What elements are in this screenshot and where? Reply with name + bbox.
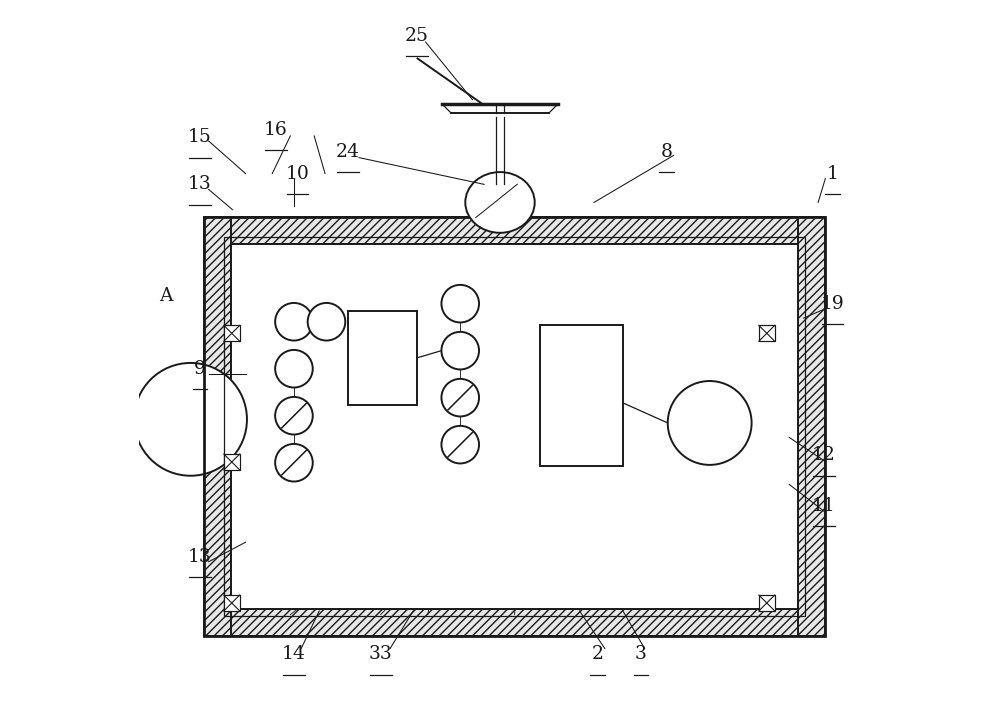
Bar — [204, 217, 231, 636]
Text: 2: 2 — [592, 646, 604, 663]
Bar — [759, 325, 775, 341]
Bar — [759, 595, 775, 611]
Bar — [231, 244, 798, 609]
Text: 13: 13 — [188, 548, 212, 565]
Text: 10: 10 — [286, 165, 309, 182]
Text: 13: 13 — [188, 176, 212, 193]
Circle shape — [441, 426, 479, 463]
Circle shape — [668, 381, 752, 465]
Circle shape — [441, 285, 479, 322]
Bar — [759, 325, 775, 341]
Bar — [224, 325, 240, 341]
Text: A: A — [159, 288, 173, 305]
Bar — [224, 454, 240, 470]
Text: 11: 11 — [812, 497, 836, 515]
Text: 14: 14 — [282, 646, 306, 663]
Ellipse shape — [465, 172, 535, 233]
Bar — [540, 325, 623, 466]
Text: 12: 12 — [812, 447, 836, 464]
Text: 8: 8 — [660, 143, 672, 161]
Bar — [224, 595, 240, 611]
Bar — [224, 237, 805, 616]
Bar — [348, 311, 417, 405]
Circle shape — [275, 350, 313, 388]
Bar — [224, 325, 240, 341]
Bar — [204, 217, 825, 244]
Circle shape — [275, 397, 313, 435]
Text: 33: 33 — [369, 646, 393, 663]
Circle shape — [275, 444, 313, 482]
Bar — [224, 595, 240, 611]
Bar — [204, 217, 825, 636]
Text: 24: 24 — [336, 143, 360, 161]
Circle shape — [308, 303, 345, 341]
Text: 16: 16 — [264, 121, 288, 139]
Text: 15: 15 — [188, 129, 212, 146]
Circle shape — [441, 332, 479, 369]
Bar — [224, 454, 240, 470]
Bar — [798, 217, 825, 636]
Text: 3: 3 — [635, 646, 647, 663]
Text: 25: 25 — [405, 27, 429, 45]
Text: 9: 9 — [194, 360, 206, 377]
Circle shape — [275, 303, 313, 341]
Bar — [204, 609, 825, 636]
Bar — [759, 595, 775, 611]
Text: 1: 1 — [827, 165, 839, 182]
Circle shape — [134, 363, 247, 476]
Text: 19: 19 — [821, 295, 844, 312]
Circle shape — [441, 379, 479, 416]
